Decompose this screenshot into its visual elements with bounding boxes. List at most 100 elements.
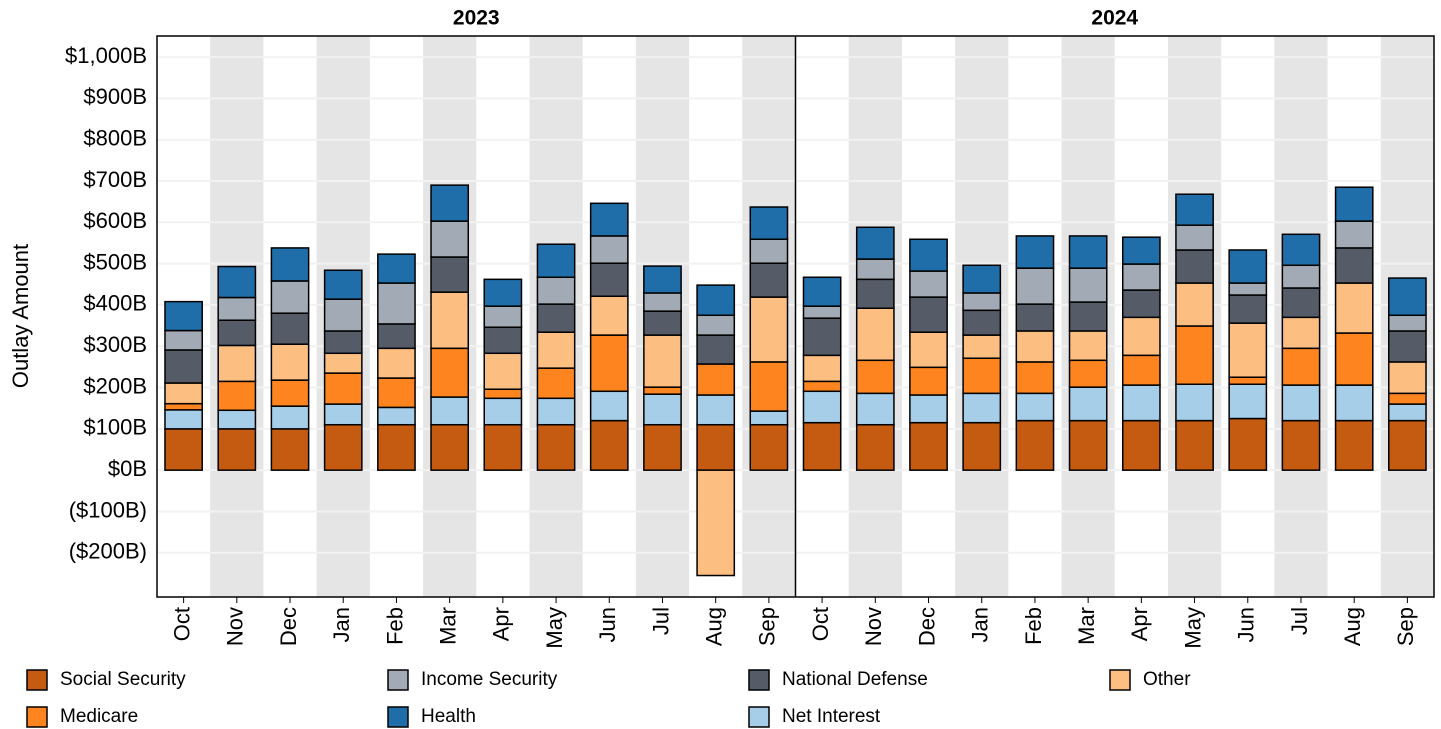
bar-segment	[909, 270, 948, 298]
bar-segment	[643, 310, 682, 336]
bar-segment	[1281, 233, 1321, 267]
bar-segment	[1121, 384, 1161, 422]
x-tick-label: Feb	[382, 607, 407, 645]
x-tick-label: Jun	[1234, 607, 1259, 642]
bar-segment	[323, 330, 363, 355]
bar-segment	[802, 305, 842, 319]
bar-segment	[1121, 419, 1161, 471]
y-tick-label: $0B	[108, 456, 147, 481]
y-tick-label: $100B	[83, 415, 147, 440]
bar-segment	[802, 317, 842, 357]
bar-segment	[1334, 282, 1374, 334]
bar-segment	[643, 386, 682, 395]
bar-segment	[1175, 325, 1214, 385]
bar-segment	[536, 331, 576, 369]
bar-segment	[1388, 314, 1427, 332]
x-tick-label: Jan	[329, 607, 354, 642]
bar-segment	[377, 377, 416, 409]
bar-segment	[164, 409, 203, 430]
bar-segment	[909, 296, 948, 333]
bar-segment	[217, 265, 257, 299]
bar-segment	[696, 423, 736, 471]
facet-title: 2024	[1091, 7, 1138, 30]
plot-frame	[156, 35, 1435, 598]
bar-segment	[1068, 330, 1108, 362]
bar-segment	[962, 309, 1002, 336]
bar-segment	[1121, 236, 1161, 265]
bar-segment	[270, 280, 310, 314]
x-tick-label: Sep	[755, 607, 780, 646]
bar-segment	[1334, 247, 1374, 284]
bar-segment	[377, 406, 416, 426]
bar-segment	[749, 361, 789, 412]
y-tick-label: $300B	[83, 332, 147, 357]
x-tick-label: Dec	[276, 607, 301, 646]
bar-segment	[536, 423, 576, 471]
x-tick-label: Apr	[489, 607, 514, 641]
bar-segment	[643, 292, 682, 312]
bar-segment	[1175, 383, 1214, 422]
x-tick-label: Nov	[223, 607, 248, 646]
bar-segment	[962, 392, 1002, 424]
bar-segment	[589, 235, 629, 264]
bar-segment	[217, 380, 257, 412]
legend-swatch	[26, 706, 48, 728]
bar-segment	[909, 394, 948, 424]
bar-segment	[1068, 267, 1108, 303]
bar-segment	[323, 372, 363, 405]
bar-segment	[1281, 347, 1321, 386]
bar-segment	[855, 423, 895, 471]
bar-segment	[909, 421, 948, 471]
legend-label: Other	[1143, 669, 1191, 690]
bar-segment	[696, 394, 736, 426]
x-tick-label: Mar	[1074, 607, 1099, 645]
bar-segment	[1175, 193, 1214, 226]
bar-segment	[1015, 235, 1055, 269]
bar-segment	[1334, 186, 1374, 222]
bar-segment	[217, 344, 257, 383]
legend-label: Medicare	[60, 706, 138, 727]
bar-segment	[217, 428, 257, 471]
bar-segment	[430, 423, 470, 471]
bar-segment	[430, 184, 470, 222]
bar-segment	[430, 347, 470, 398]
bar-segment	[536, 276, 576, 305]
bar-segment	[1015, 267, 1055, 305]
bar-segment	[1015, 419, 1055, 471]
bar-segment	[749, 262, 789, 298]
legend-swatch	[1109, 669, 1131, 691]
bar-segment	[323, 269, 363, 300]
bar-segment	[1281, 287, 1321, 319]
bar-segment	[430, 396, 470, 426]
bar-segment	[855, 359, 895, 395]
bar-segment	[483, 326, 523, 355]
bar-segment	[1121, 263, 1161, 291]
bar-segment	[1121, 316, 1161, 357]
y-axis-title: Outlay Amount	[8, 244, 33, 388]
bar-segment	[962, 334, 1002, 359]
bar-segment	[1388, 330, 1427, 363]
bar-segment	[696, 284, 736, 317]
x-tick-label: Jun	[595, 607, 620, 642]
y-tick-label: $800B	[83, 126, 147, 151]
bar-segment	[1121, 354, 1161, 386]
bar-segment	[1334, 384, 1374, 422]
bar-segment	[377, 323, 416, 350]
bar-segment	[164, 329, 203, 351]
bar-segment	[1068, 359, 1108, 388]
bar-segment	[909, 238, 948, 272]
bar-segment	[164, 349, 203, 384]
x-tick-label: Jul	[1287, 607, 1312, 635]
bar-segment	[589, 295, 629, 336]
bar-segment	[377, 423, 416, 471]
bar-segment	[749, 410, 789, 426]
x-tick-label: Sep	[1393, 607, 1418, 646]
bar-segment	[430, 256, 470, 293]
bar-segment	[1228, 282, 1268, 296]
bar-segment	[696, 363, 736, 396]
bar-segment	[1015, 361, 1055, 395]
bar-segment	[855, 258, 895, 281]
legend-swatch	[26, 669, 48, 691]
bar-segment	[483, 397, 523, 426]
x-tick-label: Dec	[914, 607, 939, 646]
